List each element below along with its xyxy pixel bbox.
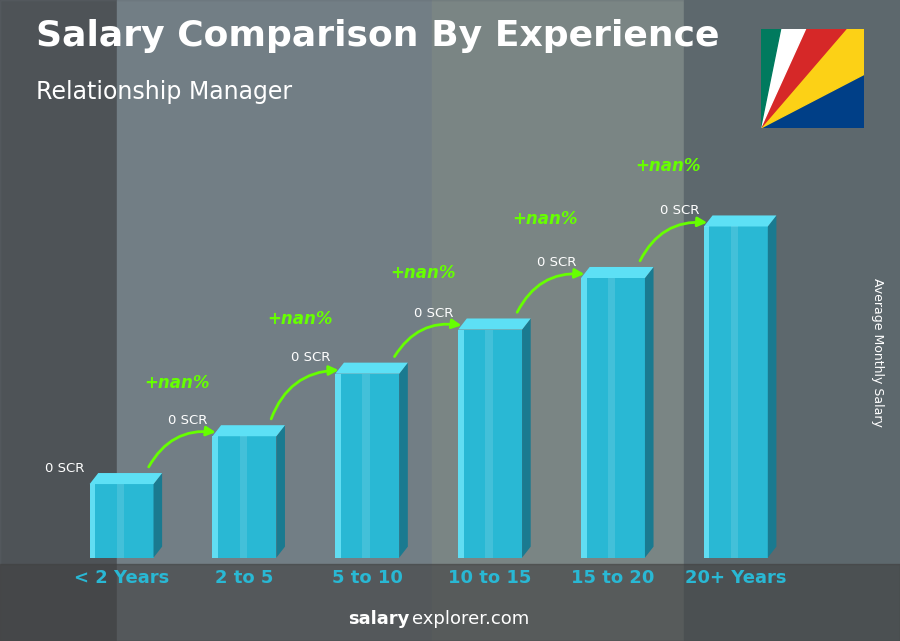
Bar [212, 437, 218, 558]
Bar [212, 437, 276, 558]
Text: 0 SCR: 0 SCR [45, 462, 85, 475]
Polygon shape [760, 0, 882, 128]
Bar [581, 278, 587, 558]
Bar [90, 484, 154, 558]
Polygon shape [760, 0, 900, 128]
Bar [336, 374, 341, 558]
Text: 0 SCR: 0 SCR [414, 307, 454, 320]
Text: Relationship Manager: Relationship Manager [36, 80, 292, 104]
Polygon shape [645, 267, 653, 558]
Text: +nan%: +nan% [513, 210, 578, 228]
Polygon shape [154, 473, 162, 558]
Polygon shape [768, 215, 777, 558]
Bar [117, 484, 124, 558]
Polygon shape [581, 267, 653, 278]
Polygon shape [276, 425, 285, 558]
Polygon shape [760, 0, 824, 128]
Polygon shape [458, 319, 531, 329]
Text: Salary Comparison By Experience: Salary Comparison By Experience [36, 19, 719, 53]
Bar [684, 0, 900, 641]
Polygon shape [90, 473, 162, 484]
Bar [432, 0, 684, 641]
Bar [117, 0, 432, 641]
Bar [581, 278, 645, 558]
Bar [704, 226, 709, 558]
Text: +nan%: +nan% [635, 157, 701, 175]
Polygon shape [704, 215, 777, 226]
Text: 0 SCR: 0 SCR [536, 256, 576, 269]
Polygon shape [212, 425, 285, 437]
Bar [458, 329, 464, 558]
Bar [608, 278, 616, 558]
Text: +nan%: +nan% [144, 374, 210, 392]
Text: Average Monthly Salary: Average Monthly Salary [871, 278, 884, 427]
Text: 0 SCR: 0 SCR [660, 204, 699, 217]
Bar [458, 329, 522, 558]
Bar [704, 226, 768, 558]
Bar [336, 374, 400, 558]
Bar [90, 484, 95, 558]
Text: 0 SCR: 0 SCR [168, 414, 208, 427]
Bar [363, 374, 370, 558]
Text: salary: salary [348, 610, 410, 628]
Text: +nan%: +nan% [267, 310, 332, 328]
Polygon shape [760, 26, 900, 128]
Polygon shape [336, 363, 408, 374]
Text: explorer.com: explorer.com [412, 610, 529, 628]
Bar [485, 329, 492, 558]
Bar [0, 0, 117, 641]
Text: 0 SCR: 0 SCR [291, 351, 330, 365]
Bar [731, 226, 738, 558]
Polygon shape [400, 363, 408, 558]
Bar [0, 564, 900, 641]
Polygon shape [760, 0, 900, 128]
Text: +nan%: +nan% [390, 263, 455, 281]
Polygon shape [522, 319, 531, 558]
Bar [239, 437, 247, 558]
